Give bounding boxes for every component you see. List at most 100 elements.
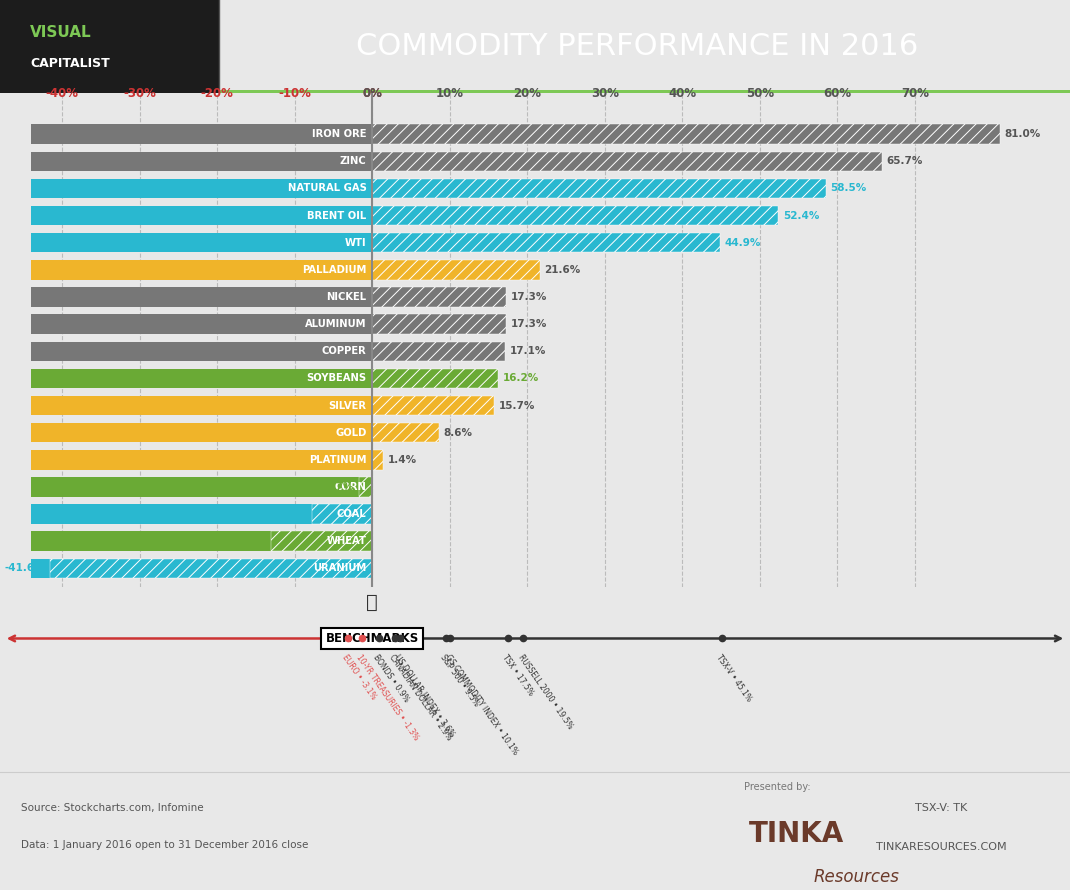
Text: 81.0%: 81.0% [1005, 129, 1041, 139]
Text: 21.6%: 21.6% [545, 265, 581, 275]
Text: 10%: 10% [435, 87, 463, 101]
Text: 20%: 20% [514, 87, 541, 101]
Text: -20%: -20% [201, 87, 233, 101]
Bar [31, 125, 372, 144]
Text: 52.4%: 52.4% [783, 211, 820, 221]
Text: ZINC: ZINC [340, 157, 367, 166]
Text: GS COMMODITY INDEX • 10.1%: GS COMMODITY INDEX • 10.1% [443, 653, 519, 756]
Text: 0%: 0% [363, 87, 382, 101]
Text: TINKARESOURCES.COM: TINKARESOURCES.COM [876, 842, 1007, 852]
Bar [372, 206, 779, 225]
Text: NATURAL GAS: NATURAL GAS [288, 183, 367, 193]
Text: Resources: Resources [813, 869, 899, 886]
Bar [372, 179, 826, 198]
Text: S&P 500 • 9.5%: S&P 500 • 9.5% [439, 653, 480, 708]
Text: WHEAT: WHEAT [326, 537, 367, 546]
Bar [31, 179, 372, 198]
Text: 17.3%: 17.3% [511, 292, 548, 302]
Text: ⎂: ⎂ [366, 593, 378, 611]
Text: TSX-V: TK: TSX-V: TK [916, 804, 967, 813]
Text: PLATINUM: PLATINUM [309, 455, 367, 465]
Bar [31, 287, 372, 307]
Bar [372, 125, 1000, 144]
Text: Presented by:: Presented by: [744, 781, 810, 792]
Text: 0%: 0% [363, 87, 382, 101]
Bar [31, 314, 372, 334]
Text: BRENT OIL: BRENT OIL [307, 211, 367, 221]
Text: 8.6%: 8.6% [443, 428, 473, 438]
Text: EURO • -3.1%: EURO • -3.1% [340, 653, 379, 701]
Bar [31, 260, 372, 279]
Bar [372, 260, 539, 279]
Text: 30%: 30% [591, 87, 618, 101]
Text: 65.7%: 65.7% [886, 157, 922, 166]
Text: -1.7%: -1.7% [321, 482, 354, 492]
Text: COPPER: COPPER [322, 346, 367, 356]
Bar [31, 368, 372, 388]
Bar [372, 151, 882, 171]
Text: GOLD: GOLD [335, 428, 367, 438]
Text: 15.7%: 15.7% [499, 400, 535, 410]
Bar [31, 423, 372, 442]
Text: CAPITALIST: CAPITALIST [30, 57, 110, 70]
Bar [31, 206, 372, 225]
Bar [31, 477, 372, 497]
Bar [372, 233, 720, 253]
Text: -41.6%: -41.6% [4, 563, 45, 573]
Bar [372, 314, 506, 334]
Bar [219, 90, 1070, 93]
Bar [360, 477, 372, 497]
Text: PALLADIUM: PALLADIUM [303, 265, 367, 275]
Text: 58.5%: 58.5% [830, 183, 867, 193]
Bar [31, 396, 372, 416]
Text: Data: 1 January 2016 open to 31 December 2016 close: Data: 1 January 2016 open to 31 December… [21, 839, 309, 850]
Text: 16.2%: 16.2% [503, 374, 538, 384]
Text: ALUMINUM: ALUMINUM [305, 320, 367, 329]
Text: 44.9%: 44.9% [725, 238, 762, 247]
Bar [372, 396, 494, 416]
Bar [372, 342, 505, 361]
Text: 60%: 60% [823, 87, 852, 101]
Text: -10%: -10% [278, 87, 311, 101]
Text: SILVER: SILVER [328, 400, 367, 410]
Text: 17.3%: 17.3% [511, 320, 548, 329]
Bar [312, 505, 372, 524]
Text: NICKEL: NICKEL [326, 292, 367, 302]
Text: TSX • 17.5%: TSX • 17.5% [501, 653, 535, 698]
Bar [31, 233, 372, 253]
Text: 40%: 40% [669, 87, 697, 101]
Text: VISUAL: VISUAL [30, 25, 92, 40]
Text: URANIUM: URANIUM [314, 563, 367, 573]
Bar [372, 368, 498, 388]
Text: 50%: 50% [746, 87, 774, 101]
Text: 70%: 70% [901, 87, 929, 101]
Text: COMMODITY PERFORMANCE IN 2016: COMMODITY PERFORMANCE IN 2016 [355, 32, 918, 61]
Text: BONDS • 0.9%: BONDS • 0.9% [371, 653, 411, 704]
Text: -7.7%: -7.7% [274, 509, 308, 519]
Text: WTI: WTI [346, 238, 367, 247]
Text: Source: Stockcharts.com, Infomine: Source: Stockcharts.com, Infomine [21, 804, 204, 813]
Text: COAL: COAL [337, 509, 367, 519]
Text: -30%: -30% [123, 87, 156, 101]
Text: BENCHMARKS: BENCHMARKS [325, 632, 418, 645]
Bar [49, 559, 372, 578]
Bar [31, 505, 372, 524]
Text: IRON ORE: IRON ORE [312, 129, 367, 139]
Text: 10-YR TREASURIES • -1.3%: 10-YR TREASURIES • -1.3% [355, 653, 421, 742]
Bar [0, 0, 219, 93]
Text: SOYBEANS: SOYBEANS [307, 374, 367, 384]
Bar [271, 531, 372, 551]
Bar [31, 450, 372, 470]
Text: TSX-V • 45.1%: TSX-V • 45.1% [715, 653, 753, 703]
Text: CANADIAN DOLLAR • 2.9%: CANADIAN DOLLAR • 2.9% [387, 653, 454, 742]
Bar [31, 342, 372, 361]
Text: US DOLLAR INDEX • 3.6%: US DOLLAR INDEX • 3.6% [393, 653, 457, 739]
Bar [31, 151, 372, 171]
Bar [31, 559, 372, 578]
Text: -40%: -40% [46, 87, 78, 101]
Text: TINKA: TINKA [749, 821, 844, 848]
Text: CORN: CORN [335, 482, 367, 492]
Bar [31, 531, 372, 551]
Bar [372, 450, 383, 470]
Text: -13.1%: -13.1% [226, 537, 266, 546]
